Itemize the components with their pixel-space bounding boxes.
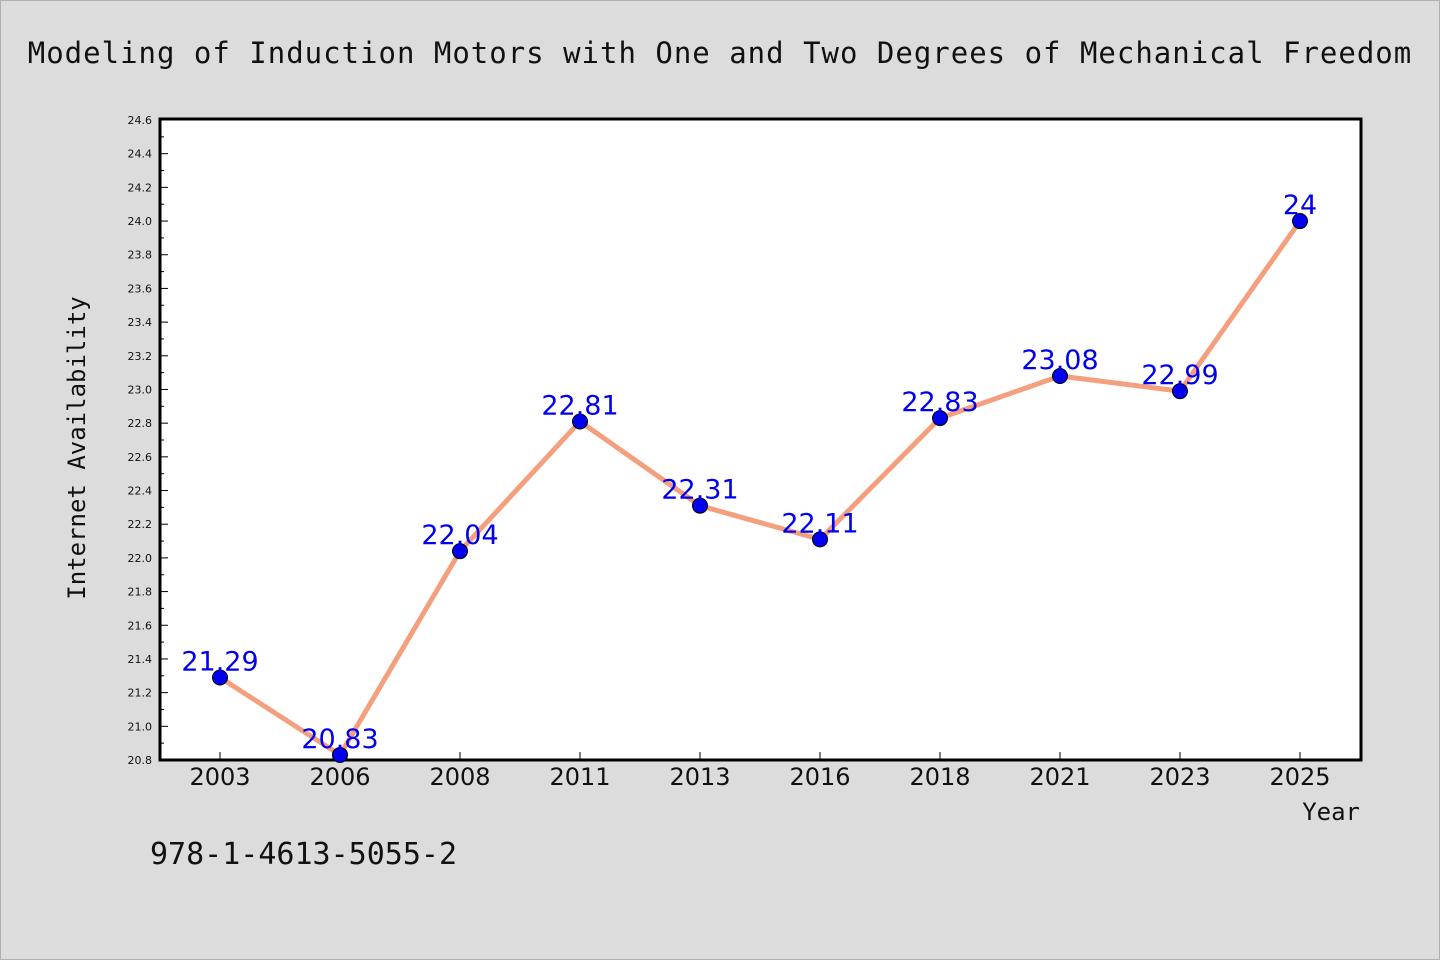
data-label: 22.99: [1141, 360, 1218, 391]
data-label: 23.08: [1021, 345, 1098, 376]
data-point: [812, 531, 828, 548]
y-tick-label: 22.6: [128, 451, 153, 464]
series-line: [217, 218, 1303, 758]
y-tick-label: 23.8: [128, 249, 153, 262]
isbn-text: 978-1-4613-5055-2: [150, 837, 457, 872]
x-tick-label: 2021: [1029, 763, 1090, 791]
y-tick-label: 24.2: [128, 181, 153, 194]
y-tick-label: 21.6: [128, 619, 153, 632]
x-tick-label: 2003: [189, 763, 250, 791]
series-markers: [212, 213, 1308, 763]
y-tick-label: 21.2: [128, 687, 153, 700]
data-point: [932, 410, 948, 427]
x-tick-label: 2013: [669, 763, 730, 791]
data-point: [1292, 213, 1308, 230]
x-tick-label: 2016: [789, 763, 850, 791]
x-axis: 2003 2006 2008 2011 2013 2016 2018 2021 2023 2025: [189, 752, 1331, 791]
x-tick-label: 2011: [549, 763, 610, 791]
y-axis-label: Internet Availability: [63, 296, 91, 599]
plot-area: [158, 117, 1363, 762]
data-point: [572, 413, 588, 430]
data-label: 22.83: [901, 387, 978, 418]
y-tick-label: 23.6: [128, 282, 153, 295]
data-label: 22.31: [661, 475, 738, 506]
y-tick-label: 23.0: [128, 383, 153, 396]
y-tick-label: 23.4: [128, 316, 153, 329]
data-label: 22.11: [781, 508, 858, 539]
y-tick-label: 22.8: [128, 417, 153, 430]
y-tick-label: 20.8: [128, 754, 153, 767]
data-point: [1172, 383, 1188, 400]
y-tick-label: 22.0: [128, 552, 153, 565]
data-label: 20.83: [301, 724, 378, 755]
data-labels: 21.29 20.83 22.04 22.81 22.31 22.11 22.83 23.08…: [181, 190, 1317, 755]
y-axis: 20.8 21.0 21.2 21.4 21.6 21.8 22.0 22.2 22.4 22.6…: [128, 114, 168, 767]
y-tick-label: 21.0: [128, 720, 153, 733]
y-tick-label: 24.6: [128, 114, 153, 127]
data-label: 21.29: [181, 646, 258, 677]
data-point: [452, 543, 468, 560]
data-point: [212, 669, 228, 686]
series-line-path: [217, 218, 1303, 758]
data-label: 22.04: [421, 520, 498, 551]
x-tick-label: 2023: [1149, 763, 1210, 791]
data-point: [692, 497, 708, 514]
x-tick-label: 2018: [909, 763, 970, 791]
x-tick-label: 2025: [1269, 763, 1330, 791]
data-label: 22.81: [541, 390, 618, 421]
y-tick-label: 22.4: [128, 485, 153, 498]
data-point: [332, 746, 348, 763]
x-tick-label: 2006: [309, 763, 370, 791]
y-tick-label: 24.4: [128, 148, 153, 161]
y-tick-label: 23.2: [128, 350, 153, 363]
data-point: [1052, 368, 1068, 384]
data-label: 24: [1283, 190, 1317, 221]
y-tick-label: 21.4: [128, 653, 153, 666]
y-tick-label: 21.8: [128, 586, 153, 599]
y-tick-label: 22.2: [128, 518, 153, 531]
x-axis-label: Year: [1302, 798, 1360, 826]
x-tick-label: 2008: [429, 763, 490, 791]
y-tick-label: 24.0: [128, 215, 153, 228]
chart-title: Modeling of Induction Motors with One an…: [28, 36, 1412, 70]
